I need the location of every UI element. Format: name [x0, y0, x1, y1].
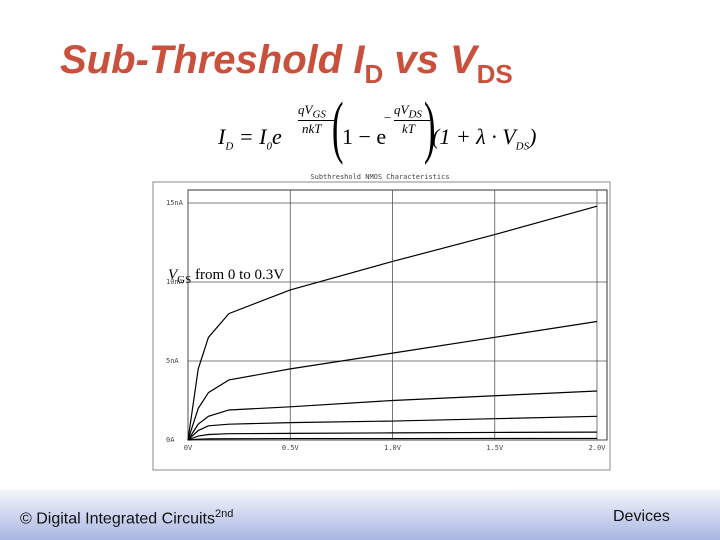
series-line	[187, 205, 598, 441]
series-line	[187, 390, 598, 441]
y-tick-label: 10nA	[166, 278, 184, 286]
y-tick-label: 5nA	[166, 357, 179, 365]
x-tick-label: 0V	[184, 444, 193, 452]
series-line	[187, 320, 598, 441]
y-tick-label: 15nA	[166, 199, 184, 207]
chart-frame	[152, 181, 611, 471]
series-line	[187, 431, 598, 441]
x-tick-label: 2.0V	[589, 444, 607, 452]
series-line	[187, 415, 598, 441]
x-tick-label: 1.0V	[384, 444, 402, 452]
footer: © Digital Integrated Circuits2nd Devices	[0, 490, 720, 540]
x-tick-label: 1.5V	[486, 444, 504, 452]
y-tick-label: 0A	[166, 436, 175, 444]
footer-left: © Digital Integrated Circuits2nd	[20, 508, 234, 528]
series-line	[187, 437, 597, 441]
chart-title: Subthreshold NMOS Characteristics	[310, 173, 449, 181]
slide-title: Sub-Threshold ID vs VDS	[60, 38, 513, 89]
footer-right: Devices	[613, 508, 670, 525]
x-tick-label: 0.5V	[282, 444, 300, 452]
annotation: VGS from 0 to 0.3V	[168, 267, 285, 286]
